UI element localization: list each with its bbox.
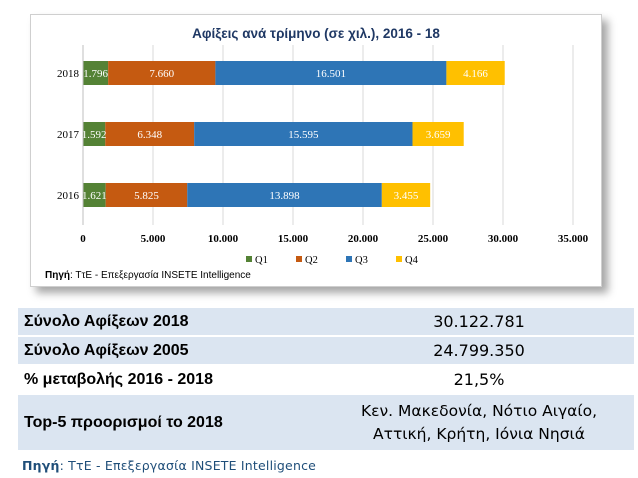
table-row-total-2018: Σύνολο Αφίξεων 2018 30.122.781 [18, 308, 634, 335]
data-label: 4.166 [463, 68, 488, 80]
stacked-bar-chart: Αφίξεις ανά τρίμηνο (σε χιλ.), 2016 - 18… [45, 26, 589, 281]
data-label: 1.621 [82, 190, 107, 202]
chart-title: Αφίξεις ανά τρίμηνο (σε χιλ.), 2016 - 18 [192, 26, 440, 41]
legend-swatch-q3 [346, 256, 352, 262]
row-value: 24.799.350 [324, 337, 634, 364]
bar-q1 [83, 183, 106, 207]
bar-q2 [105, 183, 188, 207]
data-label: 6.348 [137, 129, 162, 141]
bar-q1 [83, 122, 106, 146]
data-label: 13.898 [269, 190, 300, 202]
summary-table: Σύνολο Αφίξεων 2018 30.122.781 Σύνολο Αφ… [18, 306, 634, 452]
legend-swatch-q4 [396, 256, 402, 262]
table-row-top5: Top-5 προορισμοί το 2018 Κεν. Μακεδονία,… [18, 395, 634, 450]
x-tick-label: 20.000 [348, 233, 379, 245]
x-tick-label: 5.000 [141, 233, 166, 245]
legend-label: Q3 [355, 255, 368, 266]
x-tick-label: 10.000 [208, 233, 239, 245]
chart-source-label: Πηγή [45, 270, 70, 281]
legend-swatch-q2 [296, 256, 302, 262]
category-label: 2016 [57, 190, 80, 202]
category-label: 2018 [57, 68, 80, 80]
row-value: 21,5% [324, 366, 634, 393]
bar-q4 [412, 122, 464, 146]
legend-label: Q4 [405, 255, 419, 266]
chart-source: Πηγή: ΤτΕ - Επεξεργασία INSETE Intellige… [45, 269, 251, 281]
table-row-total-2005: Σύνολο Αφίξεων 2005 24.799.350 [18, 337, 634, 364]
legend-swatch-q1 [246, 256, 252, 262]
row-value: Κεν. Μακεδονία, Νότιο Αιγαίο, Αττική, Κρ… [324, 395, 634, 450]
bar-q1 [83, 61, 109, 85]
x-tick-label: 15.000 [278, 233, 309, 245]
x-tick-label: 30.000 [488, 233, 519, 245]
x-tick-label: 25.000 [418, 233, 449, 245]
row-value-line2: Αττική, Κρήτη, Ιόνια Νησιά [324, 422, 634, 446]
legend-label: Q1 [255, 255, 268, 266]
data-label: 5.825 [134, 190, 159, 202]
row-label: Σύνολο Αφίξεων 2018 [18, 308, 324, 335]
category-label: 2017 [57, 129, 80, 141]
row-label: Σύνολο Αφίξεων 2005 [18, 337, 324, 364]
row-label: % μεταβολής 2016 - 2018 [18, 366, 324, 393]
footer-source-text: : ΤτΕ - Επεξεργασία INSETE Intelligence [59, 458, 317, 473]
footer-source: Πηγή: ΤτΕ - Επεξεργασία INSETE Intellige… [22, 458, 316, 473]
chart-frame: Αφίξεις ανά τρίμηνο (σε χιλ.), 2016 - 18… [30, 14, 602, 287]
bar-q2 [105, 122, 195, 146]
bar-q2 [108, 61, 216, 85]
legend-label: Q2 [305, 255, 318, 266]
x-tick-label: 35.000 [558, 233, 589, 245]
row-value: 30.122.781 [324, 308, 634, 335]
data-label: 3.659 [426, 129, 451, 141]
data-label: 1.592 [82, 129, 107, 141]
bar-q4 [446, 61, 505, 85]
table-row-change: % μεταβολής 2016 - 2018 21,5% [18, 366, 634, 393]
footer-source-label: Πηγή [22, 458, 60, 473]
bar-q4 [381, 183, 431, 207]
data-label: 7.660 [149, 68, 174, 80]
data-label: 3.455 [394, 190, 419, 202]
bar-q3 [187, 183, 382, 207]
data-label: 16.501 [316, 68, 346, 80]
data-label: 1.796 [83, 68, 108, 80]
bar-q3 [194, 122, 413, 146]
chart-source-text: : ΤτΕ - Επεξεργασία INSETE Intelligence [70, 269, 251, 281]
bar-q3 [215, 61, 447, 85]
row-value-line1: Κεν. Μακεδονία, Νότιο Αιγαίο, [360, 401, 598, 420]
x-tick-label: 0 [80, 233, 86, 245]
row-label: Top-5 προορισμοί το 2018 [18, 395, 324, 450]
data-label: 15.595 [288, 129, 319, 141]
